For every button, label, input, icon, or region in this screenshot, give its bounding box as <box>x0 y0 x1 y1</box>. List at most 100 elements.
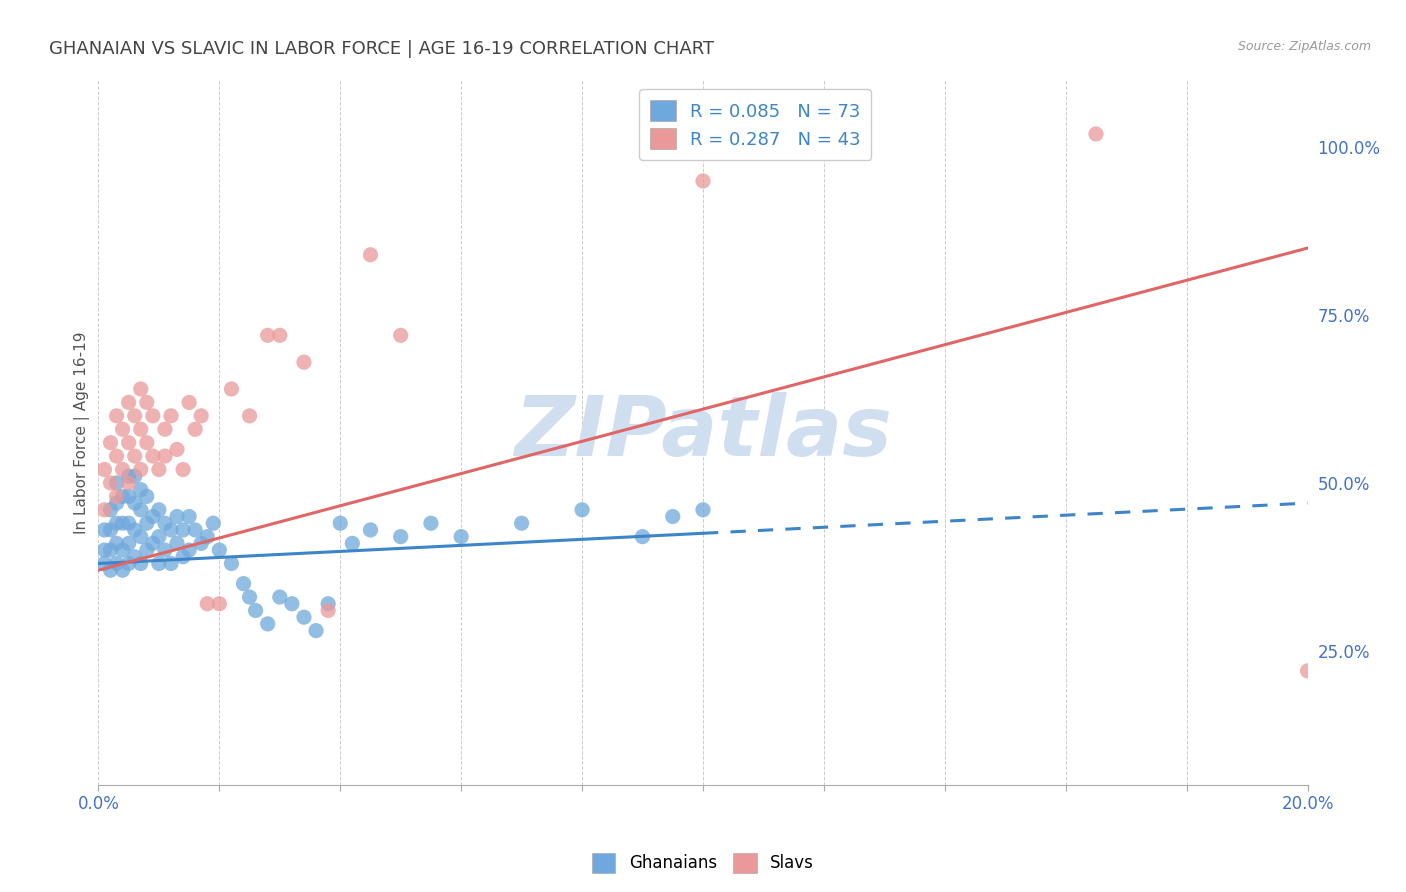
Point <box>105 489 128 503</box>
Point <box>105 496 128 510</box>
Point <box>316 603 339 617</box>
Legend: R = 0.085   N = 73, R = 0.287   N = 43: R = 0.085 N = 73, R = 0.287 N = 43 <box>640 89 872 160</box>
Point <box>160 523 183 537</box>
Point <box>1296 664 1319 678</box>
Text: ZIPatlas: ZIPatlas <box>515 392 891 473</box>
Point <box>172 523 194 537</box>
Point <box>129 530 152 544</box>
Point <box>148 503 170 517</box>
Point <box>208 543 231 558</box>
Point <box>571 503 593 517</box>
Point <box>221 557 243 571</box>
Point <box>135 395 157 409</box>
Point <box>256 328 278 343</box>
Text: Source: ZipAtlas.com: Source: ZipAtlas.com <box>1237 40 1371 54</box>
Point <box>118 469 141 483</box>
Point <box>190 536 212 550</box>
Point <box>111 489 134 503</box>
Point <box>190 409 212 423</box>
Point <box>129 557 152 571</box>
Point <box>118 516 141 531</box>
Text: GHANAIAN VS SLAVIC IN LABOR FORCE | AGE 16-19 CORRELATION CHART: GHANAIAN VS SLAVIC IN LABOR FORCE | AGE … <box>49 40 714 58</box>
Point <box>269 328 291 343</box>
Point <box>166 509 188 524</box>
Point <box>153 543 176 558</box>
Point <box>662 509 685 524</box>
Point <box>142 509 165 524</box>
Point <box>166 536 188 550</box>
Point <box>100 435 122 450</box>
Point <box>124 469 146 483</box>
Point <box>281 597 304 611</box>
Point <box>93 523 115 537</box>
Point <box>160 409 183 423</box>
Point <box>100 475 122 490</box>
Point <box>105 475 128 490</box>
Point <box>1085 127 1108 141</box>
Point <box>292 355 315 369</box>
Point <box>316 597 339 611</box>
Legend: Ghanaians, Slavs: Ghanaians, Slavs <box>585 847 821 880</box>
Point <box>124 549 146 564</box>
Point <box>221 382 243 396</box>
Point <box>135 516 157 531</box>
Point <box>118 395 141 409</box>
Point <box>105 516 128 531</box>
Point <box>389 328 412 343</box>
Point <box>153 449 176 463</box>
Point <box>135 543 157 558</box>
Point <box>142 536 165 550</box>
Point <box>135 489 157 503</box>
Point <box>100 563 122 577</box>
Point <box>245 603 267 617</box>
Point <box>195 597 218 611</box>
Point <box>124 496 146 510</box>
Point <box>179 543 201 558</box>
Point <box>124 409 146 423</box>
Point <box>420 516 443 531</box>
Point <box>129 462 152 476</box>
Point <box>179 509 201 524</box>
Point <box>202 516 225 531</box>
Point <box>118 536 141 550</box>
Point <box>105 409 128 423</box>
Point <box>232 576 254 591</box>
Point <box>129 483 152 497</box>
Point <box>111 462 134 476</box>
Point <box>142 409 165 423</box>
Point <box>692 174 714 188</box>
Point <box>100 503 122 517</box>
Point <box>142 449 165 463</box>
Point <box>292 610 315 624</box>
Point <box>172 549 194 564</box>
Point <box>100 543 122 558</box>
Point <box>153 516 176 531</box>
Point <box>631 530 654 544</box>
Point <box>118 475 141 490</box>
Point <box>105 536 128 550</box>
Point <box>184 422 207 436</box>
Point <box>129 503 152 517</box>
Point <box>105 449 128 463</box>
Point <box>305 624 328 638</box>
Point <box>111 563 134 577</box>
Point <box>692 503 714 517</box>
Point <box>129 422 152 436</box>
Point <box>93 543 115 558</box>
Point <box>450 530 472 544</box>
Point <box>124 449 146 463</box>
Point <box>135 435 157 450</box>
Point <box>208 597 231 611</box>
Point <box>118 489 141 503</box>
Point <box>269 590 291 604</box>
Point <box>239 590 262 604</box>
Point <box>111 422 134 436</box>
Point <box>360 248 382 262</box>
Point <box>389 530 412 544</box>
Point <box>329 516 352 531</box>
Point <box>179 395 201 409</box>
Point <box>93 557 115 571</box>
Point <box>148 462 170 476</box>
Point <box>510 516 533 531</box>
Point <box>100 523 122 537</box>
